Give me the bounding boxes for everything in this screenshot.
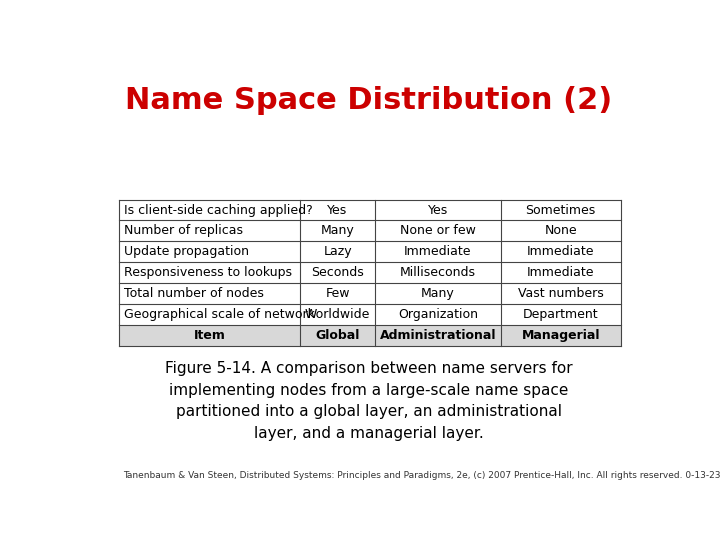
Bar [375,241,500,262]
Bar [120,262,300,283]
Bar [300,283,375,304]
Bar [375,325,500,346]
Text: Yes: Yes [428,204,448,217]
Bar [120,241,300,262]
Bar [300,241,375,262]
Text: Department: Department [523,308,598,321]
Bar [120,283,300,304]
Text: Immediate: Immediate [527,266,595,279]
Bar [500,262,621,283]
Text: Immediate: Immediate [404,245,472,258]
Bar [120,325,300,346]
Bar [300,200,375,220]
Text: Total number of nodes: Total number of nodes [124,287,264,300]
Text: Vast numbers: Vast numbers [518,287,603,300]
Text: Sometimes: Sometimes [526,204,596,217]
Text: Number of replicas: Number of replicas [124,225,243,238]
Bar [375,200,500,220]
Text: Global: Global [315,329,360,342]
Text: Milliseconds: Milliseconds [400,266,476,279]
Bar [500,200,621,220]
Text: Item: Item [194,329,225,342]
Text: Many: Many [421,287,455,300]
Bar [300,220,375,241]
Bar [120,200,300,220]
Bar [500,220,621,241]
Bar [120,220,300,241]
Bar [300,325,375,346]
Bar [375,262,500,283]
Text: Immediate: Immediate [527,245,595,258]
Text: Geographical scale of network: Geographical scale of network [124,308,315,321]
Bar [375,220,500,241]
Bar [375,304,500,325]
Bar [500,304,621,325]
Bar [375,283,500,304]
Text: None: None [544,225,577,238]
Text: Worldwide: Worldwide [305,308,370,321]
Text: Managerial: Managerial [521,329,600,342]
Text: Seconds: Seconds [311,266,364,279]
Bar [120,304,300,325]
Bar [300,262,375,283]
Text: Many: Many [320,225,354,238]
Bar [500,325,621,346]
Text: Administrational: Administrational [379,329,496,342]
Text: Name Space Distribution (2): Name Space Distribution (2) [125,86,613,116]
Bar [300,304,375,325]
Text: Yes: Yes [328,204,348,217]
Text: Organization: Organization [398,308,478,321]
Text: Few: Few [325,287,350,300]
Text: None or few: None or few [400,225,476,238]
Text: Figure 5-14. A comparison between name servers for
implementing nodes from a lar: Figure 5-14. A comparison between name s… [165,361,573,441]
Text: Update propagation: Update propagation [124,245,249,258]
Text: Responsiveness to lookups: Responsiveness to lookups [124,266,292,279]
Bar [500,241,621,262]
Text: Tanenbaum & Van Steen, Distributed Systems: Principles and Paradigms, 2e, (c) 20: Tanenbaum & Van Steen, Distributed Syste… [124,471,720,481]
Text: Is client-side caching applied?: Is client-side caching applied? [124,204,312,217]
Bar [500,283,621,304]
Text: Lazy: Lazy [323,245,352,258]
